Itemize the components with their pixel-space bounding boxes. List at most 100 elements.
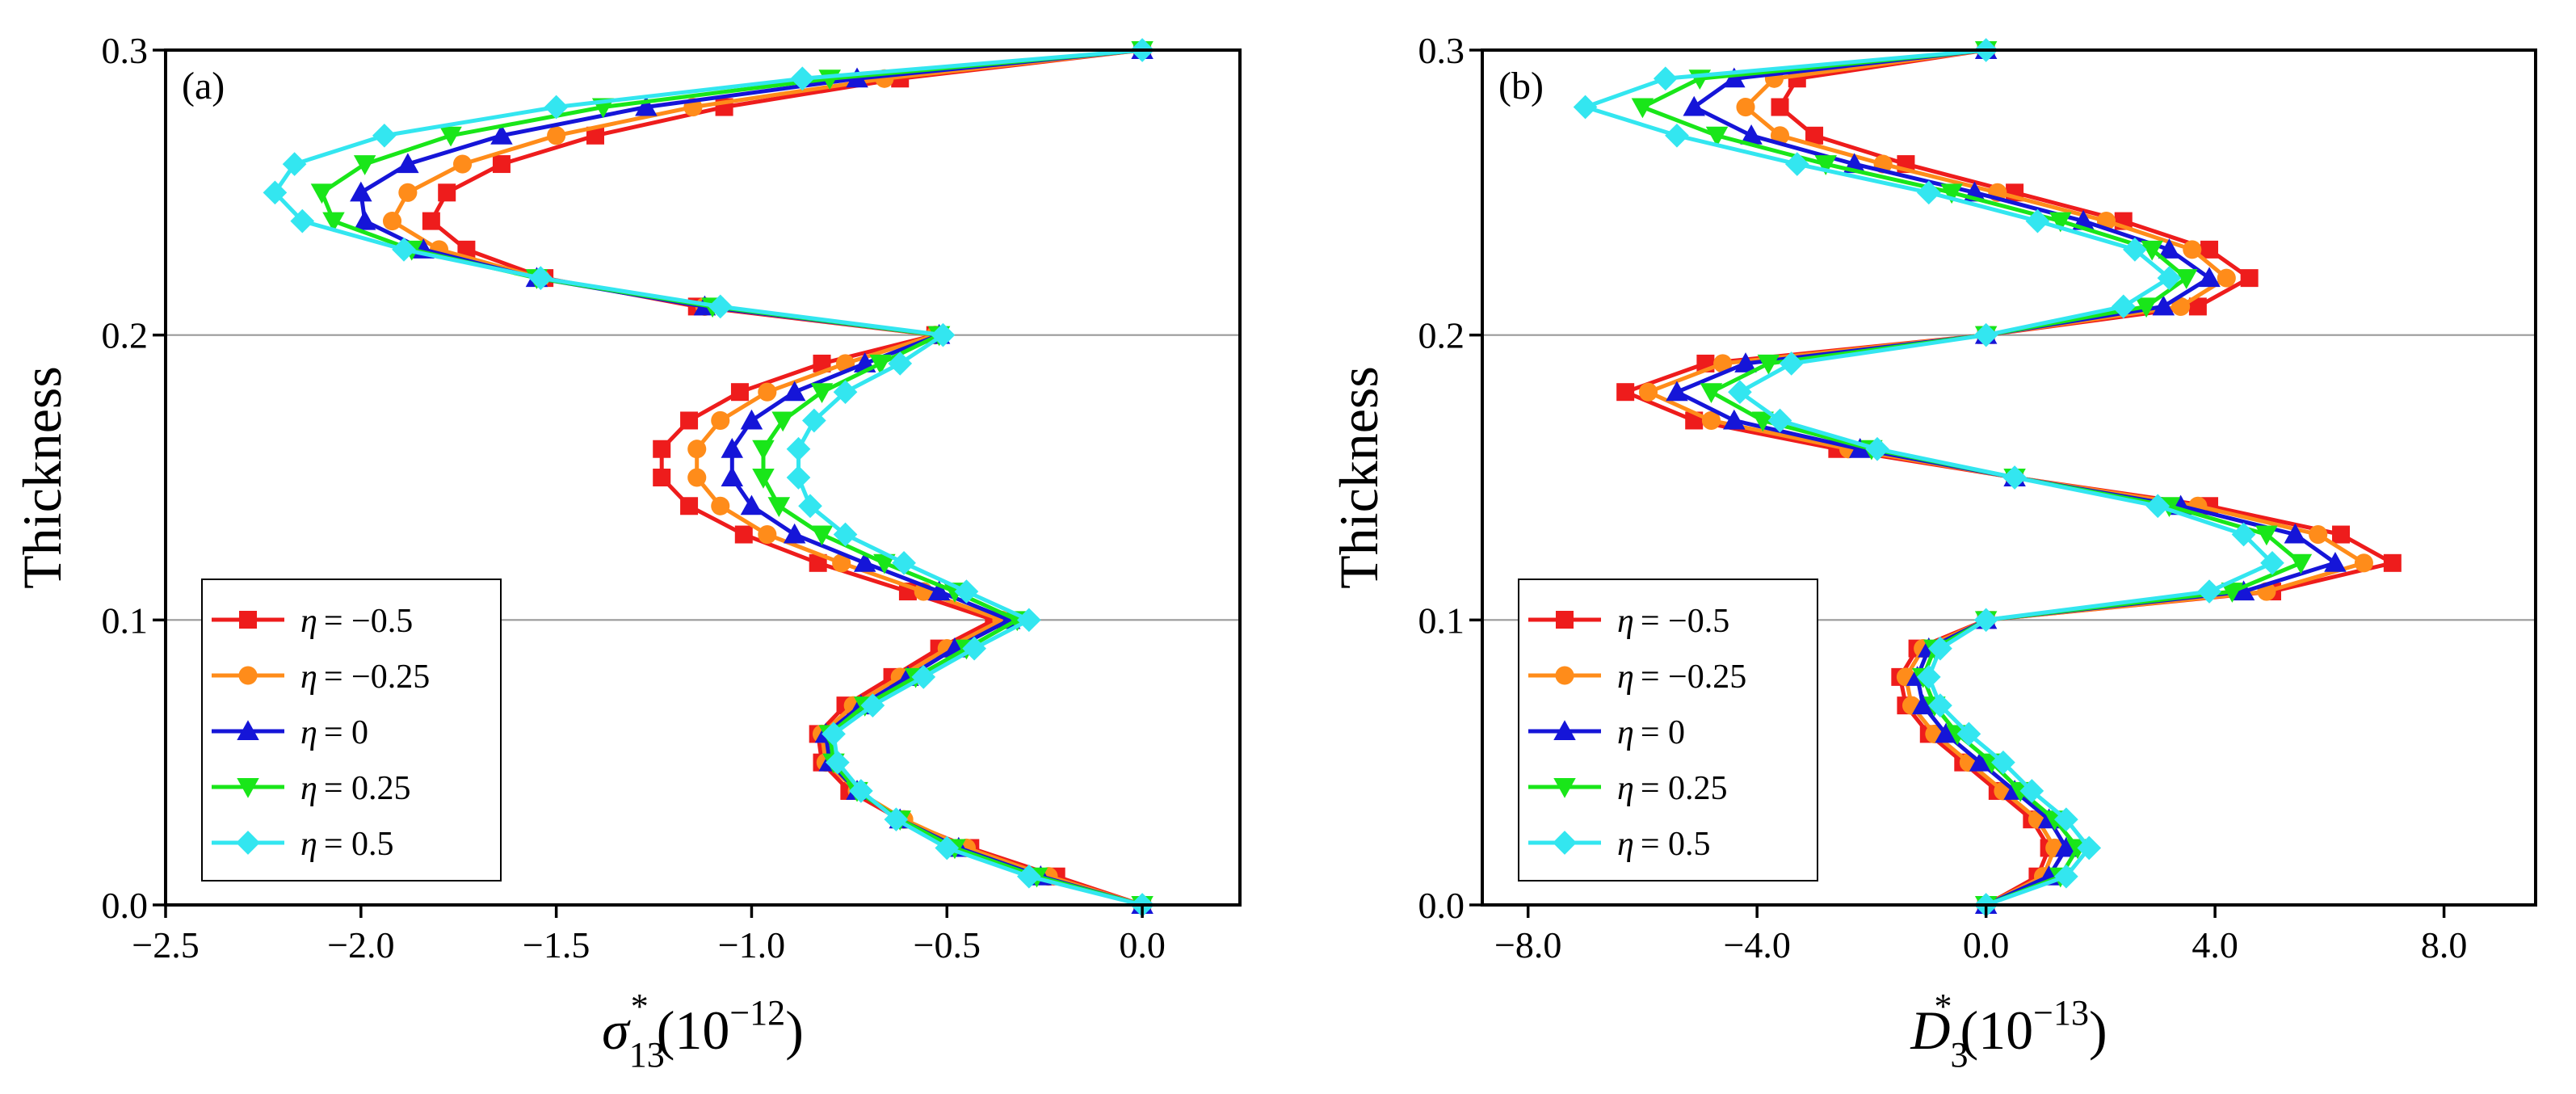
x-tick-label: 4.0	[2191, 924, 2238, 966]
data-point	[2240, 269, 2259, 288]
data-point	[786, 465, 811, 490]
data-point	[911, 665, 936, 689]
y-tick-label: 0.0	[102, 885, 149, 926]
data-point	[398, 183, 418, 202]
data-point	[826, 750, 850, 775]
legend-entry: η = 0.5	[300, 826, 394, 863]
data-point	[833, 380, 858, 405]
data-point	[2309, 524, 2328, 545]
data-point	[1705, 126, 1729, 147]
y-tick-label: 0.3	[1418, 30, 1465, 71]
y-axis-label: Thickness	[11, 366, 73, 589]
data-point	[653, 469, 671, 486]
data-point	[2054, 864, 2078, 889]
data-point	[884, 807, 909, 832]
data-point	[1701, 410, 1721, 431]
data-point	[801, 408, 826, 433]
data-point	[1728, 380, 1752, 405]
data-point	[954, 579, 979, 604]
legend-marker	[1553, 720, 1576, 740]
data-point	[771, 411, 794, 432]
data-point	[786, 436, 811, 461]
data-point	[2158, 238, 2181, 259]
plot-frame	[164, 48, 1242, 907]
y-tick-label: 0.0	[1418, 885, 1465, 926]
x-tick-label: −2.0	[327, 924, 394, 966]
y-tick-label: 0.2	[1418, 315, 1465, 356]
data-point	[2049, 212, 2072, 233]
legend-entry: η = 0.25	[300, 770, 411, 807]
data-point	[1928, 636, 1952, 661]
legend-marker	[1555, 666, 1574, 685]
data-point	[439, 126, 462, 147]
x-tick-label: −2.5	[132, 924, 199, 966]
data-point	[282, 152, 307, 176]
data-point	[1991, 750, 2015, 775]
data-point	[721, 437, 744, 458]
panel-label: (a)	[182, 65, 225, 107]
legend-marker	[236, 831, 260, 855]
data-point	[1683, 95, 1705, 116]
data-point	[2145, 494, 2170, 519]
data-point	[2232, 580, 2255, 601]
data-point	[708, 294, 733, 319]
data-point	[869, 354, 892, 375]
data-point	[2123, 238, 2147, 262]
data-point	[2289, 553, 2313, 574]
data-point	[1771, 98, 1789, 116]
data-point	[350, 181, 372, 202]
data-point	[1779, 351, 1804, 376]
data-point	[1916, 180, 1941, 205]
data-point	[1734, 352, 1757, 372]
data-point	[711, 496, 730, 515]
panel-label: (b)	[1498, 65, 1544, 107]
data-point	[453, 154, 473, 174]
data-point	[438, 183, 456, 202]
legend-entry: η = −0.5	[300, 603, 413, 640]
data-point	[931, 322, 956, 347]
data-point	[2054, 807, 2078, 832]
data-point	[2197, 579, 2221, 604]
data-point	[1631, 98, 1654, 119]
data-point	[1016, 864, 1041, 889]
y-tick-label: 0.1	[102, 600, 149, 641]
data-point	[1805, 126, 1824, 145]
x-tick-label: 8.0	[2421, 924, 2468, 966]
data-point	[730, 383, 749, 402]
legend: η = −0.5 η = −0.25 η = 0 η = 0.25 η = 0.5	[1518, 579, 1818, 882]
data-point	[2135, 297, 2158, 318]
data-point	[322, 212, 345, 233]
legend-entry: η = −0.5	[1617, 603, 1729, 640]
legend-marker	[237, 778, 259, 798]
legend-entry: η = 0	[300, 714, 368, 751]
data-point	[1665, 123, 1689, 148]
data-point	[1935, 722, 1957, 743]
data-point	[1973, 322, 1998, 347]
data-point	[927, 580, 951, 601]
data-point	[2152, 295, 2175, 316]
data-point	[1653, 66, 1678, 91]
data-point	[962, 636, 986, 661]
data-point	[1666, 381, 1688, 402]
x-axis-label: D3* (10−13)	[1910, 987, 2107, 1075]
data-point	[1969, 751, 1992, 772]
y-axis-label: Thickness	[1328, 366, 1389, 589]
data-point	[2354, 553, 2373, 573]
data-point	[752, 440, 775, 461]
data-point	[721, 466, 744, 486]
x-tick-label: 0.0	[1119, 924, 1166, 966]
data-point	[2255, 525, 2278, 546]
data-point	[2383, 553, 2402, 572]
data-point	[290, 208, 315, 234]
data-point	[2217, 268, 2236, 288]
data-point	[758, 524, 777, 545]
chart-panel-a: −2.5 −2.0 −1.5 −1.0 −0.5 0.0 0.0 0.1 0.2 0.3 (a) Th…	[11, 30, 1242, 1075]
data-point	[2324, 552, 2347, 572]
data-point	[783, 381, 806, 402]
x-tick-label: −1.0	[718, 924, 785, 966]
x-tick-label: −8.0	[1494, 924, 1561, 966]
data-point	[2141, 240, 2163, 261]
data-point	[892, 550, 916, 575]
chart-panel-b: −8.0 −4.0 0.0 4.0 8.0 0.0 0.1 0.2 0.3 (b) Thicknes…	[1328, 30, 2537, 1075]
